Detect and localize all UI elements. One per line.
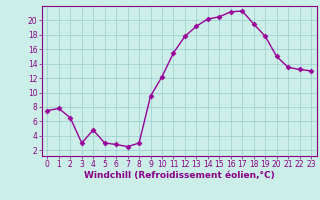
X-axis label: Windchill (Refroidissement éolien,°C): Windchill (Refroidissement éolien,°C) <box>84 171 275 180</box>
